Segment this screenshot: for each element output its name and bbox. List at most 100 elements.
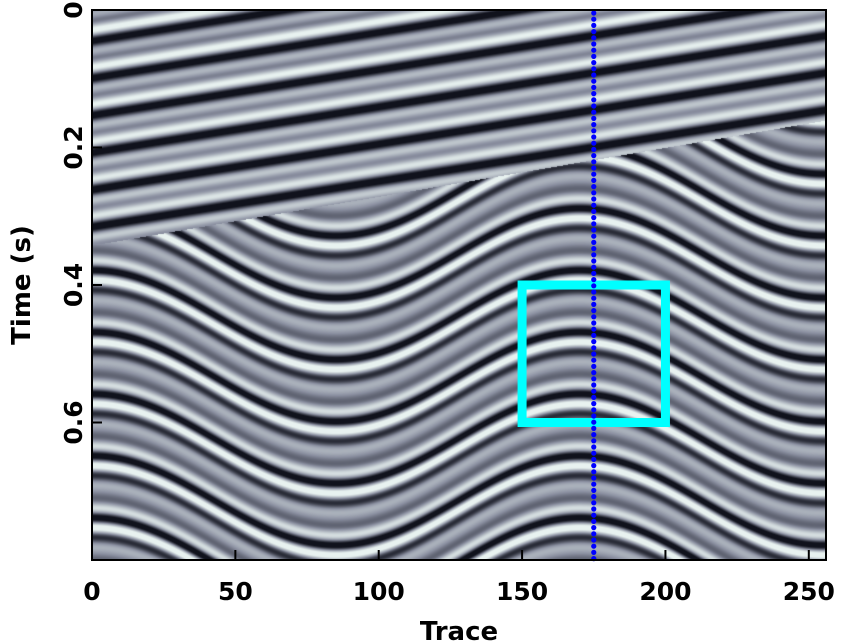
trace-marker-dot [591,159,597,165]
trace-marker-dot [591,84,597,90]
trace-marker-dot [591,407,597,413]
plot-frame [91,9,827,561]
trace-marker-dot [591,314,597,320]
trace-marker-dot [591,177,597,183]
trace-marker-dot [591,345,597,351]
trace-marker-dot [591,525,597,531]
trace-marker-dot [591,494,597,500]
trace-marker-dot [591,270,597,276]
trace-marker-dot [591,320,597,326]
trace-marker-dot [591,146,597,152]
trace-marker-dot [591,419,597,425]
trace-marker-dot [591,289,597,295]
y-tick-label: 0.2 [59,125,88,169]
trace-marker-dot [591,370,597,376]
trace-marker-dot [591,450,597,456]
trace-marker-dot [591,221,597,227]
trace-marker-dot [591,60,597,66]
trace-marker-dot [591,512,597,518]
trace-marker-dot [591,190,597,196]
trace-marker-dot [591,53,597,60]
trace-marker-dot [591,91,597,97]
trace-marker-dot [591,202,597,208]
trace-marker-dot [591,518,597,525]
trace-marker-dot [591,66,597,72]
trace-marker-dot [591,308,597,314]
trace-marker-dot [591,252,597,258]
trace-marker-dot [591,109,597,115]
trace-marker-dot [591,401,597,407]
trace-marker-dot [591,196,597,202]
trace-marker-dot [591,394,597,400]
x-tick-label: 100 [353,577,405,606]
trace-marker-dot [591,283,597,289]
trace-marker-dot [591,258,597,264]
trace-marker-dot [591,500,597,506]
trace-marker-dot [591,351,597,357]
trace-marker-dot [591,115,597,121]
trace-marker-dot [591,537,597,543]
trace-marker-dot [591,171,597,177]
trace-marker-dot [591,35,597,41]
trace-marker-dot [591,332,597,338]
trace-marker-dot [591,382,597,388]
trace-marker-dot [591,264,597,270]
trace-marker-dot [591,326,597,332]
trace-marker-dot [591,184,597,190]
trace-marker-dot [591,227,597,233]
trace-marker-dot [591,22,597,28]
x-tick-label: 200 [639,577,691,606]
trace-marker-dot [591,233,597,239]
trace-marker-dot [591,72,597,78]
trace-marker-dot [591,388,597,394]
trace-marker-dot [591,481,597,487]
trace-marker-dot [591,531,597,537]
trace-marker-dot [591,469,597,475]
trace-marker-dot [591,543,597,549]
trace-marker-dot [591,103,597,109]
x-tick-label: 150 [496,577,548,606]
trace-marker-dot [591,506,597,512]
y-tick-label: 0 [59,1,88,18]
trace-marker-dot [591,413,597,419]
y-axis-label: Time (s) [7,225,37,345]
trace-marker-dot [591,438,597,444]
trace-marker-dot [591,301,597,307]
trace-marker-dot [591,277,597,283]
trace-marker-dot [591,78,597,84]
x-tick-label: 250 [783,577,835,606]
trace-marker-dot [591,140,597,146]
y-tick-label: 0.4 [59,263,88,307]
trace-marker-dot [591,239,597,245]
trace-marker-dot [591,363,597,369]
trace-marker-dot [591,376,597,382]
trace-marker-dot [591,463,597,469]
trace-marker-dot [591,425,597,431]
trace-marker-dot [591,456,597,462]
x-tick-label: 50 [218,577,253,606]
trace-marker-dot [591,41,597,47]
trace-marker-dot [591,432,597,438]
trace-marker-dot [591,97,597,103]
trace-marker-dot [591,339,597,345]
trace-marker-dot [591,444,597,450]
trace-marker-dot [591,153,597,159]
trace-marker-dot [591,165,597,171]
x-axis-label: Trace [420,617,498,644]
trace-marker-dot [591,128,597,134]
trace-marker-dot [591,549,597,556]
trace-marker-dot [591,487,597,493]
trace-marker-dot [591,357,597,363]
trace-marker-dot [591,10,597,16]
x-tick-label: 0 [83,577,100,606]
trace-marker-dot [591,215,597,221]
y-tick-label: 0.6 [59,400,88,444]
trace-marker-dot [591,246,597,252]
seismic-section-image [92,10,826,560]
trace-marker-dot [591,208,597,214]
trace-marker-dot [591,134,597,140]
trace-marker-dot [591,16,597,22]
trace-marker-dot [591,122,597,128]
trace-marker-dot [591,47,597,53]
